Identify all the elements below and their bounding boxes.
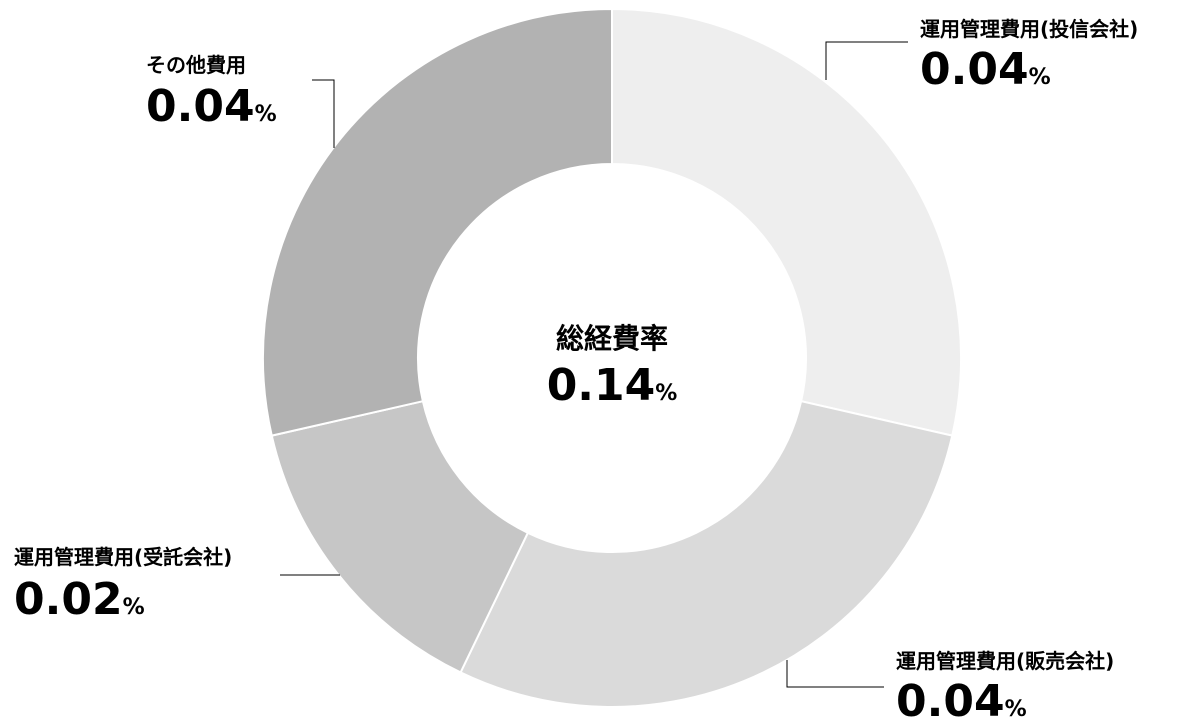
slice-value-number-3: 0.02 <box>14 574 123 625</box>
center-title: 総経費率 <box>556 322 668 355</box>
leader-line-4 <box>312 79 335 148</box>
slice-value-1: 0.04% <box>920 44 1051 95</box>
slice-value-unit-4: % <box>255 102 277 127</box>
slice-value-unit-2: % <box>1005 697 1027 719</box>
slice-value-number-4: 0.04 <box>146 81 255 132</box>
slice-value-3: 0.02% <box>14 574 145 625</box>
leader-line-2 <box>786 660 884 688</box>
center-value-text: 0.14% <box>547 360 678 411</box>
slice-3 <box>270 399 530 674</box>
leader-line-1 <box>825 41 908 80</box>
slice-value-number-2: 0.04 <box>896 676 1005 719</box>
slice-2 <box>459 399 954 708</box>
slice-label-2: 運用管理費用(販売会社) <box>896 649 1114 673</box>
slices-layer <box>262 7 962 708</box>
slice-label-1: 運用管理費用(投信会社) <box>920 17 1138 41</box>
slice-value-4: 0.04% <box>146 81 277 132</box>
slice-4 <box>262 7 613 437</box>
slice-label-3: 運用管理費用(受託会社) <box>14 545 232 569</box>
slice-labels: 運用管理費用(投信会社) 0.04% 運用管理費用(販売会社) 0.04% 運用管理費用… <box>14 17 1138 719</box>
slice-value-unit-1: % <box>1029 65 1051 90</box>
center-unit: % <box>655 381 677 406</box>
leader-lines <box>280 41 908 688</box>
slice-label-4: その他費用 <box>146 53 246 77</box>
slice-value-unit-3: % <box>123 595 145 620</box>
slice-value-2: 0.04% <box>896 676 1027 719</box>
slice-1 <box>611 7 962 437</box>
slice-value-number-1: 0.04 <box>920 44 1029 95</box>
center-label: 総経費率 0.14% <box>547 322 678 411</box>
center-value: 0.14 <box>547 360 656 411</box>
